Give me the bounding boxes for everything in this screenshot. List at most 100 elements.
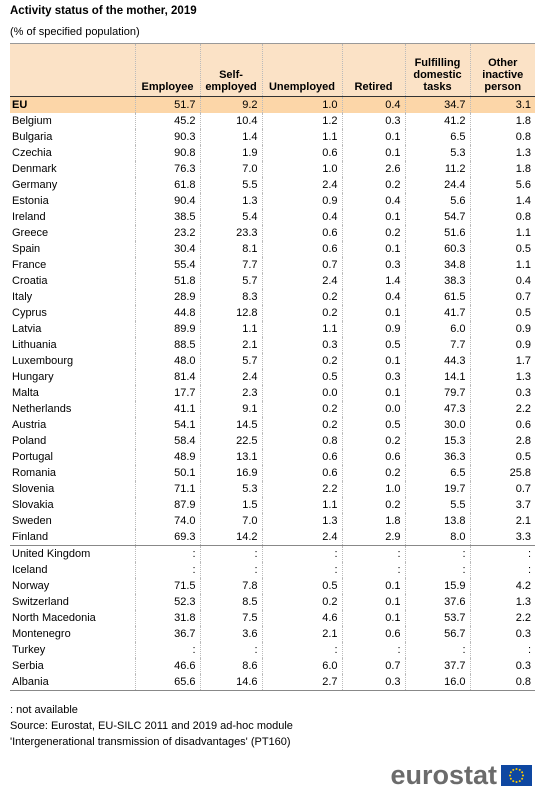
cell: 1.3	[469, 594, 535, 610]
cell: 69.3	[134, 529, 200, 546]
cell: :	[341, 545, 405, 562]
cell: 19.7	[404, 481, 470, 497]
cell: 5.6	[469, 177, 535, 193]
cell: 7.0	[199, 161, 262, 177]
note: : not available	[10, 704, 78, 716]
cell: 6.5	[404, 465, 470, 481]
cell: 7.0	[199, 513, 262, 529]
table-row: United Kingdom::::::	[10, 545, 535, 562]
cell: 8.5	[199, 594, 262, 610]
row-label: Spain	[12, 243, 41, 255]
cell: 0.9	[261, 193, 342, 209]
header-cell	[10, 43, 135, 97]
cell: 1.3	[261, 513, 342, 529]
row-label: Germany	[12, 179, 58, 191]
table-row: Poland 58.4 22.5 0.8 0.2 15.3 2.8	[10, 433, 535, 449]
cell: 1.8	[469, 113, 535, 129]
cell: 0.6	[341, 626, 405, 642]
cell: 74.0	[134, 513, 200, 529]
row-label: Slovenia	[12, 483, 55, 495]
cell: :	[261, 642, 342, 658]
cell: 1.1	[469, 257, 535, 273]
cell: 0.2	[341, 497, 405, 513]
cell: 0.9	[469, 337, 535, 353]
cell: :	[134, 562, 200, 578]
cell: 0.7	[469, 289, 535, 305]
row-label: Luxembourg	[12, 355, 74, 367]
cell: 5.6	[404, 193, 470, 209]
table-row: Latvia 89.9 1.1 1.1 0.9 6.0 0.9	[10, 321, 535, 337]
cell: 0.5	[469, 449, 535, 465]
table-row: Turkey::::::	[10, 642, 535, 658]
cell: 0.3	[261, 337, 342, 353]
cell: 90.4	[134, 193, 200, 209]
cell: 8.3	[199, 289, 262, 305]
cell: 34.8	[404, 257, 470, 273]
cell: 8.1	[199, 241, 262, 257]
row-label: Czechia	[12, 147, 52, 159]
cell: 5.5	[199, 177, 262, 193]
cell: :	[341, 562, 405, 578]
cell: 2.1	[199, 337, 262, 353]
cell: :	[404, 642, 470, 658]
cell: 2.7	[261, 674, 342, 691]
cell: 1.1	[261, 321, 342, 337]
cell: 1.1	[199, 321, 262, 337]
cell: 0.2	[261, 305, 342, 321]
cell: 0.3	[341, 257, 405, 273]
cell: 3.7	[469, 497, 535, 513]
cell: 14.1	[404, 369, 470, 385]
cell: 5.3	[404, 145, 470, 161]
cell: 0.2	[261, 289, 342, 305]
row-label: Iceland	[12, 564, 48, 576]
header-row: Employee Self-employed Unemployed Retired Fu…	[10, 43, 535, 97]
row-label: Netherlands	[12, 403, 72, 415]
cell: 9.1	[199, 401, 262, 417]
cell: 0.1	[341, 145, 405, 161]
cell: 87.9	[134, 497, 200, 513]
cell: 76.3	[134, 161, 200, 177]
cell: 0.5	[261, 578, 342, 594]
cell: 6.0	[404, 321, 470, 337]
row-label: Ireland	[12, 211, 46, 223]
cell: 25.8	[469, 465, 535, 481]
cell: 44.8	[134, 305, 200, 321]
cell: 0.4	[341, 193, 405, 209]
cell: 89.9	[134, 321, 200, 337]
cell: 48.9	[134, 449, 200, 465]
cell: 1.3	[469, 145, 535, 161]
cell: 0.1	[341, 305, 405, 321]
cell: 0.2	[261, 594, 342, 610]
column-header: Other inactive person	[469, 43, 535, 97]
table-row: Croatia 51.8 5.7 2.4 1.4 38.3 0.4	[10, 273, 535, 289]
cell: 0.6	[261, 145, 342, 161]
row-label: United Kingdom	[10, 545, 135, 562]
cell: 15.9	[404, 578, 470, 594]
row-label: Malta	[12, 387, 39, 399]
cell: 14.2	[199, 529, 262, 546]
cell: :	[134, 545, 200, 562]
table-row: Bulgaria 90.3 1.4 1.1 0.1 6.5 0.8	[10, 129, 535, 145]
cell: 44.3	[404, 353, 470, 369]
table-row: Germany 61.8 5.5 2.4 0.2 24.4 5.6	[10, 177, 535, 193]
note: Source: Eurostat, EU-SILC 2011 and 2019 …	[10, 720, 293, 732]
cell: 0.1	[341, 241, 405, 257]
cell: 0.2	[261, 417, 342, 433]
cell: 12.8	[199, 305, 262, 321]
cell: 50.1	[134, 465, 200, 481]
table-row: Czechia 90.8 1.9 0.6 0.1 5.3 1.3	[10, 145, 535, 161]
cell: 5.4	[199, 209, 262, 225]
table-row: Slovenia 71.1 5.3 2.2 1.0 19.7 0.7	[10, 481, 535, 497]
cell: 1.3	[199, 193, 262, 209]
cell: 8.6	[199, 658, 262, 674]
cell: 2.1	[469, 513, 535, 529]
cell: 1.1	[469, 225, 535, 241]
cell: 0.1	[341, 209, 405, 225]
cell: 1.1	[261, 497, 342, 513]
cell: :	[199, 642, 262, 658]
cell: 53.7	[404, 610, 470, 626]
row-label: Serbia	[12, 660, 44, 672]
table-row: Switzerland 52.3 8.5 0.2 0.1 37.6 1.3	[10, 594, 535, 610]
cell: 1.4	[341, 273, 405, 289]
cell: 38.5	[134, 209, 200, 225]
